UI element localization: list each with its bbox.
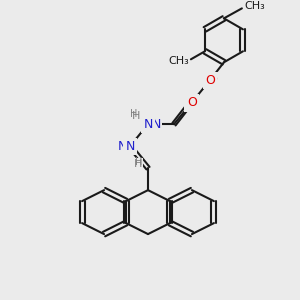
Text: CH₃: CH₃ <box>244 2 265 11</box>
Text: H: H <box>132 111 140 121</box>
Text: O: O <box>205 74 215 87</box>
Text: O: O <box>185 98 195 111</box>
Text: O: O <box>187 96 197 109</box>
Text: H: H <box>130 109 138 119</box>
Text: N: N <box>125 140 135 153</box>
Text: CH₃: CH₃ <box>168 56 189 66</box>
Text: N: N <box>143 118 153 131</box>
Text: N: N <box>151 118 161 131</box>
Text: N: N <box>117 140 127 153</box>
Text: H: H <box>134 159 142 169</box>
Text: O: O <box>207 73 217 86</box>
Text: H: H <box>135 157 143 167</box>
